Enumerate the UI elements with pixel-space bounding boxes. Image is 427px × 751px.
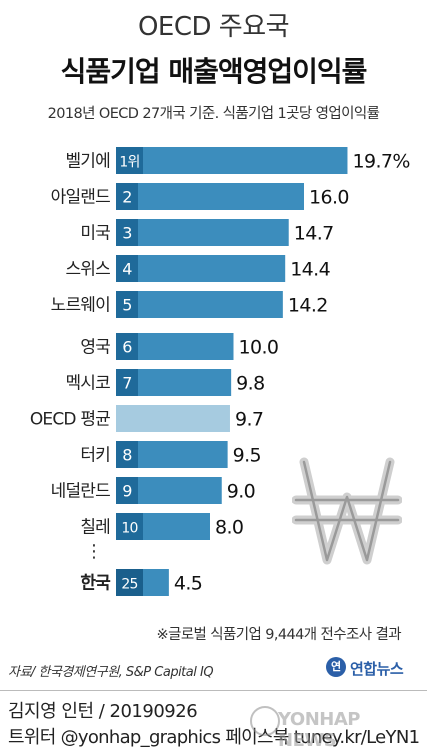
footnote: ※글로벌 식품기업 9,444개 전수조사 결과 [156, 627, 402, 643]
rank-box [116, 513, 143, 540]
bar [116, 147, 348, 174]
value-label: 8.0 [215, 517, 243, 539]
yonhap-logo-icon: 연 [326, 657, 346, 677]
bar [116, 183, 304, 210]
category-label: 스위스 [65, 260, 110, 280]
watermark-text: YONHAP NEWS [278, 709, 360, 751]
rank-box [116, 369, 138, 396]
gap-marker: ⋮ [85, 541, 103, 562]
category-label: OECD 평균 [30, 410, 110, 430]
rank-box [116, 569, 143, 596]
category-label: 벨기에 [65, 152, 110, 172]
category-label: 한국 [80, 574, 111, 594]
value-label: 4.5 [174, 573, 202, 595]
author-credit: 김지영 인턴 / 20190926 [8, 701, 198, 722]
category-label: 영국 [80, 338, 110, 358]
value-label: 16.0 [309, 187, 349, 209]
won-coin-icon [292, 457, 402, 565]
bar [116, 255, 286, 282]
value-label: 9.0 [227, 481, 255, 503]
rank-label: 4 [122, 260, 132, 279]
rank-box [116, 291, 138, 318]
value-label: 9.8 [236, 373, 264, 395]
yonhap-logo: 연 연합뉴스 [326, 655, 422, 681]
value-label: 14.2 [288, 295, 328, 317]
category-label: 멕시코 [65, 374, 110, 394]
value-label: 9.7 [235, 409, 263, 431]
rank-box [116, 441, 138, 468]
chart-subtitle: 2018년 OECD 27개국 기준. 식품기업 1곳당 영업이익률 [47, 106, 380, 122]
rank-label: 25 [121, 577, 137, 593]
social-credit: 트위터 @yonhap_graphics 페이스북 tuney.kr/LeYN1 [8, 727, 420, 748]
watermark: YONHAP NEWS [250, 706, 420, 751]
rank-label: 7 [122, 374, 131, 393]
rank-box [116, 477, 138, 504]
rank-label: 3 [122, 224, 131, 243]
rank-label: 10 [121, 521, 137, 537]
bar [116, 405, 230, 432]
rank-box [116, 183, 138, 210]
value-label: 14.4 [290, 259, 330, 281]
bar [116, 291, 283, 318]
yonhap-logo-text: 연합뉴스 [350, 660, 404, 678]
value-label: 19.7% [352, 151, 409, 173]
chart-title-line2: 식품기업 매출액영업이익률 [60, 55, 368, 88]
divider [0, 690, 427, 691]
rank-label: 6 [122, 338, 132, 357]
rank-box [116, 255, 138, 282]
rank-label: 1위 [119, 155, 139, 171]
rank-label: 9 [122, 482, 132, 501]
bar [116, 219, 289, 246]
value-label: 14.7 [294, 223, 334, 245]
source-note: 자료/ 한국경제연구원, S&P Capital IQ [8, 665, 214, 680]
category-label: 아일랜드 [51, 188, 111, 208]
value-label: 10.0 [239, 337, 279, 359]
rank-box [116, 219, 138, 246]
rank-label: 2 [122, 188, 131, 207]
rank-box [116, 147, 143, 174]
category-label: 칠레 [80, 518, 110, 538]
chart-title-line1: OECD 주요국 [137, 12, 290, 42]
rank-box [116, 333, 138, 360]
bar-chart: 벨기에 1위 19.7% 아일랜드 2 16.0 미국 3 14.7 스위스 4 14.4 노르웨이 5 1… [30, 147, 410, 596]
category-label: 터키 [80, 446, 110, 466]
rank-label: 8 [122, 446, 132, 465]
category-label: 미국 [80, 224, 110, 244]
category-label: 노르웨이 [51, 296, 110, 316]
rank-label: 5 [122, 296, 131, 315]
watermark-circle-icon [250, 706, 280, 736]
value-label: 9.5 [233, 445, 261, 467]
category-label: 네덜란드 [51, 482, 111, 502]
